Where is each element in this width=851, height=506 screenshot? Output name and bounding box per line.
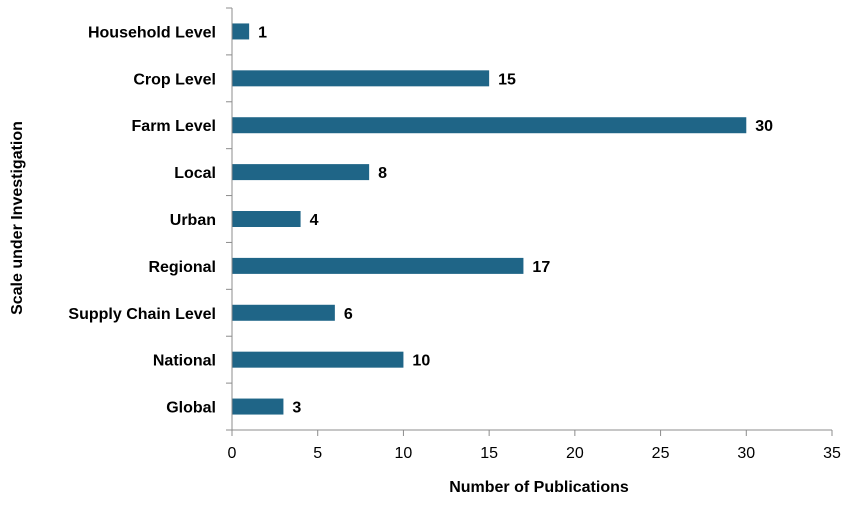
x-tick-label: 30 (737, 445, 755, 462)
category-label: Crop Level (133, 71, 216, 88)
data-label: 3 (292, 400, 301, 417)
bar-farm-level (232, 117, 747, 134)
data-label: 1 (258, 24, 267, 41)
category-label: National (153, 353, 216, 370)
category-label: Regional (148, 259, 216, 276)
category-label: Global (166, 400, 216, 417)
x-axis-title: Number of Publications (449, 479, 629, 496)
x-tick-label: 25 (652, 445, 670, 462)
x-tick-label: 20 (566, 445, 584, 462)
bar-household-level (232, 23, 250, 40)
category-label: Local (174, 165, 216, 182)
data-label: 10 (412, 353, 430, 370)
bar-local (232, 164, 370, 181)
y-axis-title: Scale under Investigation (9, 121, 26, 315)
x-tick-label: 15 (480, 445, 498, 462)
category-label: Household Level (88, 24, 216, 41)
axes-layer (226, 7, 833, 436)
x-tick-label: 35 (823, 445, 841, 462)
bar-national (232, 351, 404, 368)
data-label: 30 (755, 118, 773, 135)
x-tick-label: 5 (313, 445, 322, 462)
x-tick-label: 0 (228, 445, 237, 462)
data-label: 6 (344, 306, 353, 323)
bar-global (232, 398, 284, 415)
bar-regional (232, 257, 524, 274)
data-label: 4 (310, 212, 319, 229)
bar-crop-level (232, 70, 490, 87)
category-label: Supply Chain Level (68, 306, 216, 323)
bar-urban (232, 211, 301, 227)
category-label: Urban (170, 212, 216, 229)
category-label: Farm Level (132, 118, 216, 135)
x-tick-label: 10 (395, 445, 413, 462)
bars-layer (232, 23, 747, 415)
data-label: 15 (498, 71, 516, 88)
data-label: 17 (532, 259, 550, 276)
bar-supply-chain-level (232, 304, 335, 321)
data-label: 8 (378, 165, 387, 182)
